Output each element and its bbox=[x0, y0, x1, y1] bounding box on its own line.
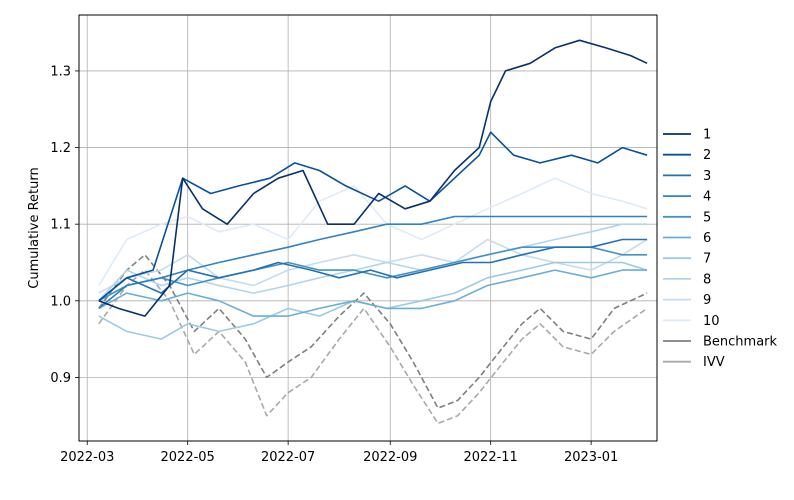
plot-frame bbox=[78, 14, 658, 442]
y-tick-label: 0.9 bbox=[50, 371, 71, 386]
legend-label: IVV bbox=[703, 355, 725, 370]
legend-label: 2 bbox=[703, 148, 711, 163]
legend-label: 7 bbox=[703, 252, 711, 267]
legend: 1 2 3 4 5 6 7 8 9 10 Benchmark IVV bbox=[663, 128, 778, 370]
legend-label: 4 bbox=[703, 190, 711, 205]
legend-label: 9 bbox=[703, 293, 711, 308]
series-line-2 bbox=[98, 131, 648, 302]
y-tick-label: 1.0 bbox=[50, 294, 71, 309]
legend-label: 8 bbox=[703, 272, 711, 287]
series-line-10 bbox=[98, 177, 648, 286]
y-axis: 0.9 1.0 1.1 1.2 1.3 bbox=[50, 64, 79, 386]
series-layer bbox=[98, 39, 648, 425]
legend-label: 3 bbox=[703, 169, 711, 184]
x-tick-label: 2022-11 bbox=[464, 450, 518, 465]
legend-label: 5 bbox=[703, 210, 711, 225]
legend-label: Benchmark bbox=[703, 335, 778, 350]
y-tick-label: 1.3 bbox=[50, 64, 71, 79]
x-tick-label: 2022-07 bbox=[261, 450, 315, 465]
x-tick-label: 2022-09 bbox=[363, 450, 417, 465]
x-axis: 2022-03 2022-05 2022-07 2022-09 2022-11 2023-… bbox=[60, 441, 618, 465]
y-axis-label: Cumulative Return bbox=[27, 167, 42, 288]
x-tick-label: 2022-05 bbox=[161, 450, 215, 465]
legend-label: 6 bbox=[703, 231, 711, 246]
series-line-4 bbox=[98, 215, 648, 310]
legend-label: 10 bbox=[703, 314, 720, 329]
series-line-8 bbox=[98, 223, 648, 302]
x-tick-label: 2022-03 bbox=[60, 450, 114, 465]
series-line-3 bbox=[98, 238, 648, 302]
y-tick-label: 1.1 bbox=[50, 218, 71, 233]
series-line-1 bbox=[98, 39, 648, 317]
series-line-6 bbox=[98, 269, 648, 317]
x-tick-label: 2023-01 bbox=[564, 450, 618, 465]
y-tick-label: 1.2 bbox=[50, 141, 71, 156]
legend-label: 1 bbox=[703, 128, 711, 143]
grid bbox=[79, 15, 657, 441]
series-line-9 bbox=[98, 238, 648, 294]
series-line-ivv bbox=[98, 269, 648, 425]
